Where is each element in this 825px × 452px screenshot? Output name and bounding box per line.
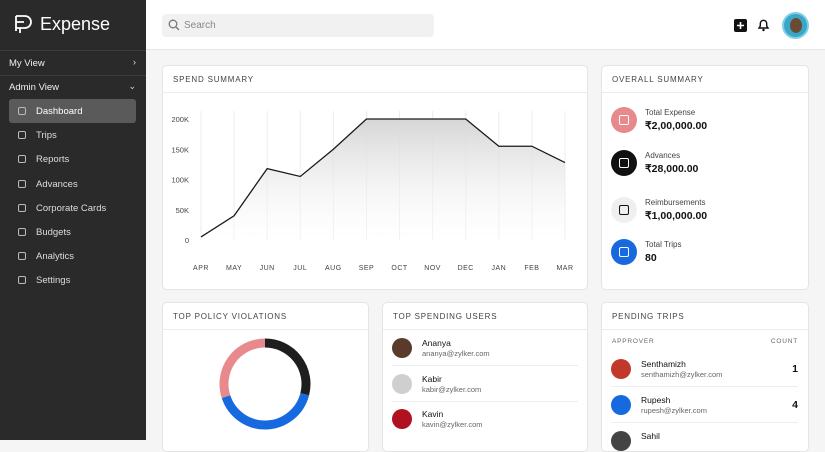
approver-email: rupesh@zylker.com <box>641 406 707 415</box>
divider <box>0 75 146 76</box>
menu-label: Advances <box>36 178 78 190</box>
user-name[interactable]: Kavin <box>422 409 444 419</box>
user-avatar <box>392 373 412 394</box>
card-title: TOP SPENDING USERS <box>393 312 498 321</box>
menu-icon <box>18 179 26 188</box>
brand: Expense <box>40 14 111 34</box>
summary-value: ₹1,00,000.00 <box>645 210 708 222</box>
menu-icon <box>18 276 26 285</box>
add-button[interactable] <box>734 19 747 32</box>
spend-summary-card: SPEND SUMMARY <box>162 65 588 290</box>
divider <box>0 50 146 51</box>
profile-avatar[interactable] <box>782 12 809 39</box>
summary-label: Reimbursements <box>645 198 706 207</box>
menu-item[interactable]: Corporate Cards <box>9 196 136 220</box>
row-divider <box>611 386 798 387</box>
approver-name[interactable]: Rupesh <box>641 395 671 405</box>
approver-name[interactable]: Sahil <box>641 431 660 441</box>
column-header: APPROVER <box>612 338 655 345</box>
summary-value: ₹2,00,000.00 <box>645 120 708 132</box>
menu-item[interactable]: Advances <box>9 172 136 196</box>
section[interactable]: Admin View <box>9 82 59 93</box>
menu-icon <box>18 252 26 261</box>
menu-item[interactable]: Settings <box>9 268 136 292</box>
menu-icon <box>18 203 26 212</box>
row-divider <box>392 400 578 402</box>
notification-button[interactable] <box>757 18 770 32</box>
menu-item[interactable]: Reports <box>9 147 136 171</box>
user-email: kavin@zylker.com <box>422 420 483 429</box>
top-bar: Search <box>146 0 825 50</box>
menu-icon <box>18 228 26 236</box>
menu-label: Settings <box>36 275 71 287</box>
menu-label: Reports <box>36 154 70 166</box>
approver-avatar <box>611 359 631 379</box>
summary-label: Advances <box>645 151 681 160</box>
approver-avatar <box>611 395 631 415</box>
user-name[interactable]: Ananya <box>422 338 451 348</box>
menu-label: Trips <box>36 130 57 142</box>
menu-item[interactable]: Dashboard <box>9 99 136 123</box>
summary-icon-glyph <box>619 205 629 215</box>
menu-item[interactable]: Analytics <box>9 244 136 268</box>
approver-avatar <box>611 431 631 451</box>
menu-icon <box>18 131 26 140</box>
card-title: TOP POLICY VIOLATIONS <box>173 312 288 321</box>
summary-icon <box>611 239 637 265</box>
summary-value: ₹28,000.00 <box>645 163 699 175</box>
row-divider <box>611 422 798 423</box>
user-email: ananya@zylker.com <box>422 349 490 358</box>
card-title: SPEND SUMMARY <box>173 75 254 84</box>
section[interactable]: My View <box>9 58 45 69</box>
menu-label: Corporate Cards <box>36 202 107 214</box>
chevron: › <box>133 57 136 67</box>
trip-count: 4 <box>792 399 798 411</box>
search-icon <box>168 19 180 31</box>
summary-value: 80 <box>645 252 657 264</box>
sidebar: Expense My View › Admin View ⌄ Dashboard… <box>0 0 146 440</box>
policy-violations-card: TOP POLICY VIOLATIONS <box>162 302 369 452</box>
menu-item[interactable]: Budgets <box>9 220 136 244</box>
summary-label: Total Expense <box>645 108 696 117</box>
summary-icon-glyph <box>619 115 629 125</box>
search[interactable]: Search <box>162 14 434 37</box>
trip-count: 1 <box>792 363 798 375</box>
user-name[interactable]: Kabir <box>422 373 442 384</box>
menu-label: Dashboard <box>36 106 83 117</box>
top-users-card: TOP SPENDING USERS <box>382 302 588 452</box>
user-avatar <box>392 409 412 429</box>
menu-icon <box>18 107 26 115</box>
summary-icon-glyph <box>619 158 629 168</box>
menu-icon <box>18 155 26 164</box>
logo <box>15 15 32 33</box>
approver-email: senthamizh@zylker.com <box>641 370 723 379</box>
summary-icon-glyph <box>619 247 629 257</box>
card-title: PENDING TRIPS <box>612 312 685 321</box>
summary-icon <box>611 150 637 176</box>
chevron: ⌄ <box>128 81 136 91</box>
row-divider <box>392 365 578 366</box>
summary-icon <box>611 197 637 223</box>
user-email: kabir@zylker.com <box>422 384 482 394</box>
summary-label: Total Trips <box>645 240 682 249</box>
menu-label: Budgets <box>36 227 71 238</box>
column-header: COUNT <box>770 338 798 345</box>
user-avatar <box>392 338 412 358</box>
summary-icon <box>611 107 637 133</box>
approver-name[interactable]: Senthamizh <box>641 359 686 369</box>
pending-trips-card: PENDING TRIPS APPROVER COUNT <box>601 302 809 452</box>
menu-item[interactable]: Trips <box>9 123 136 147</box>
card-title: OVERALL SUMMARY <box>612 75 704 84</box>
menu-label: Analytics <box>36 251 75 263</box>
